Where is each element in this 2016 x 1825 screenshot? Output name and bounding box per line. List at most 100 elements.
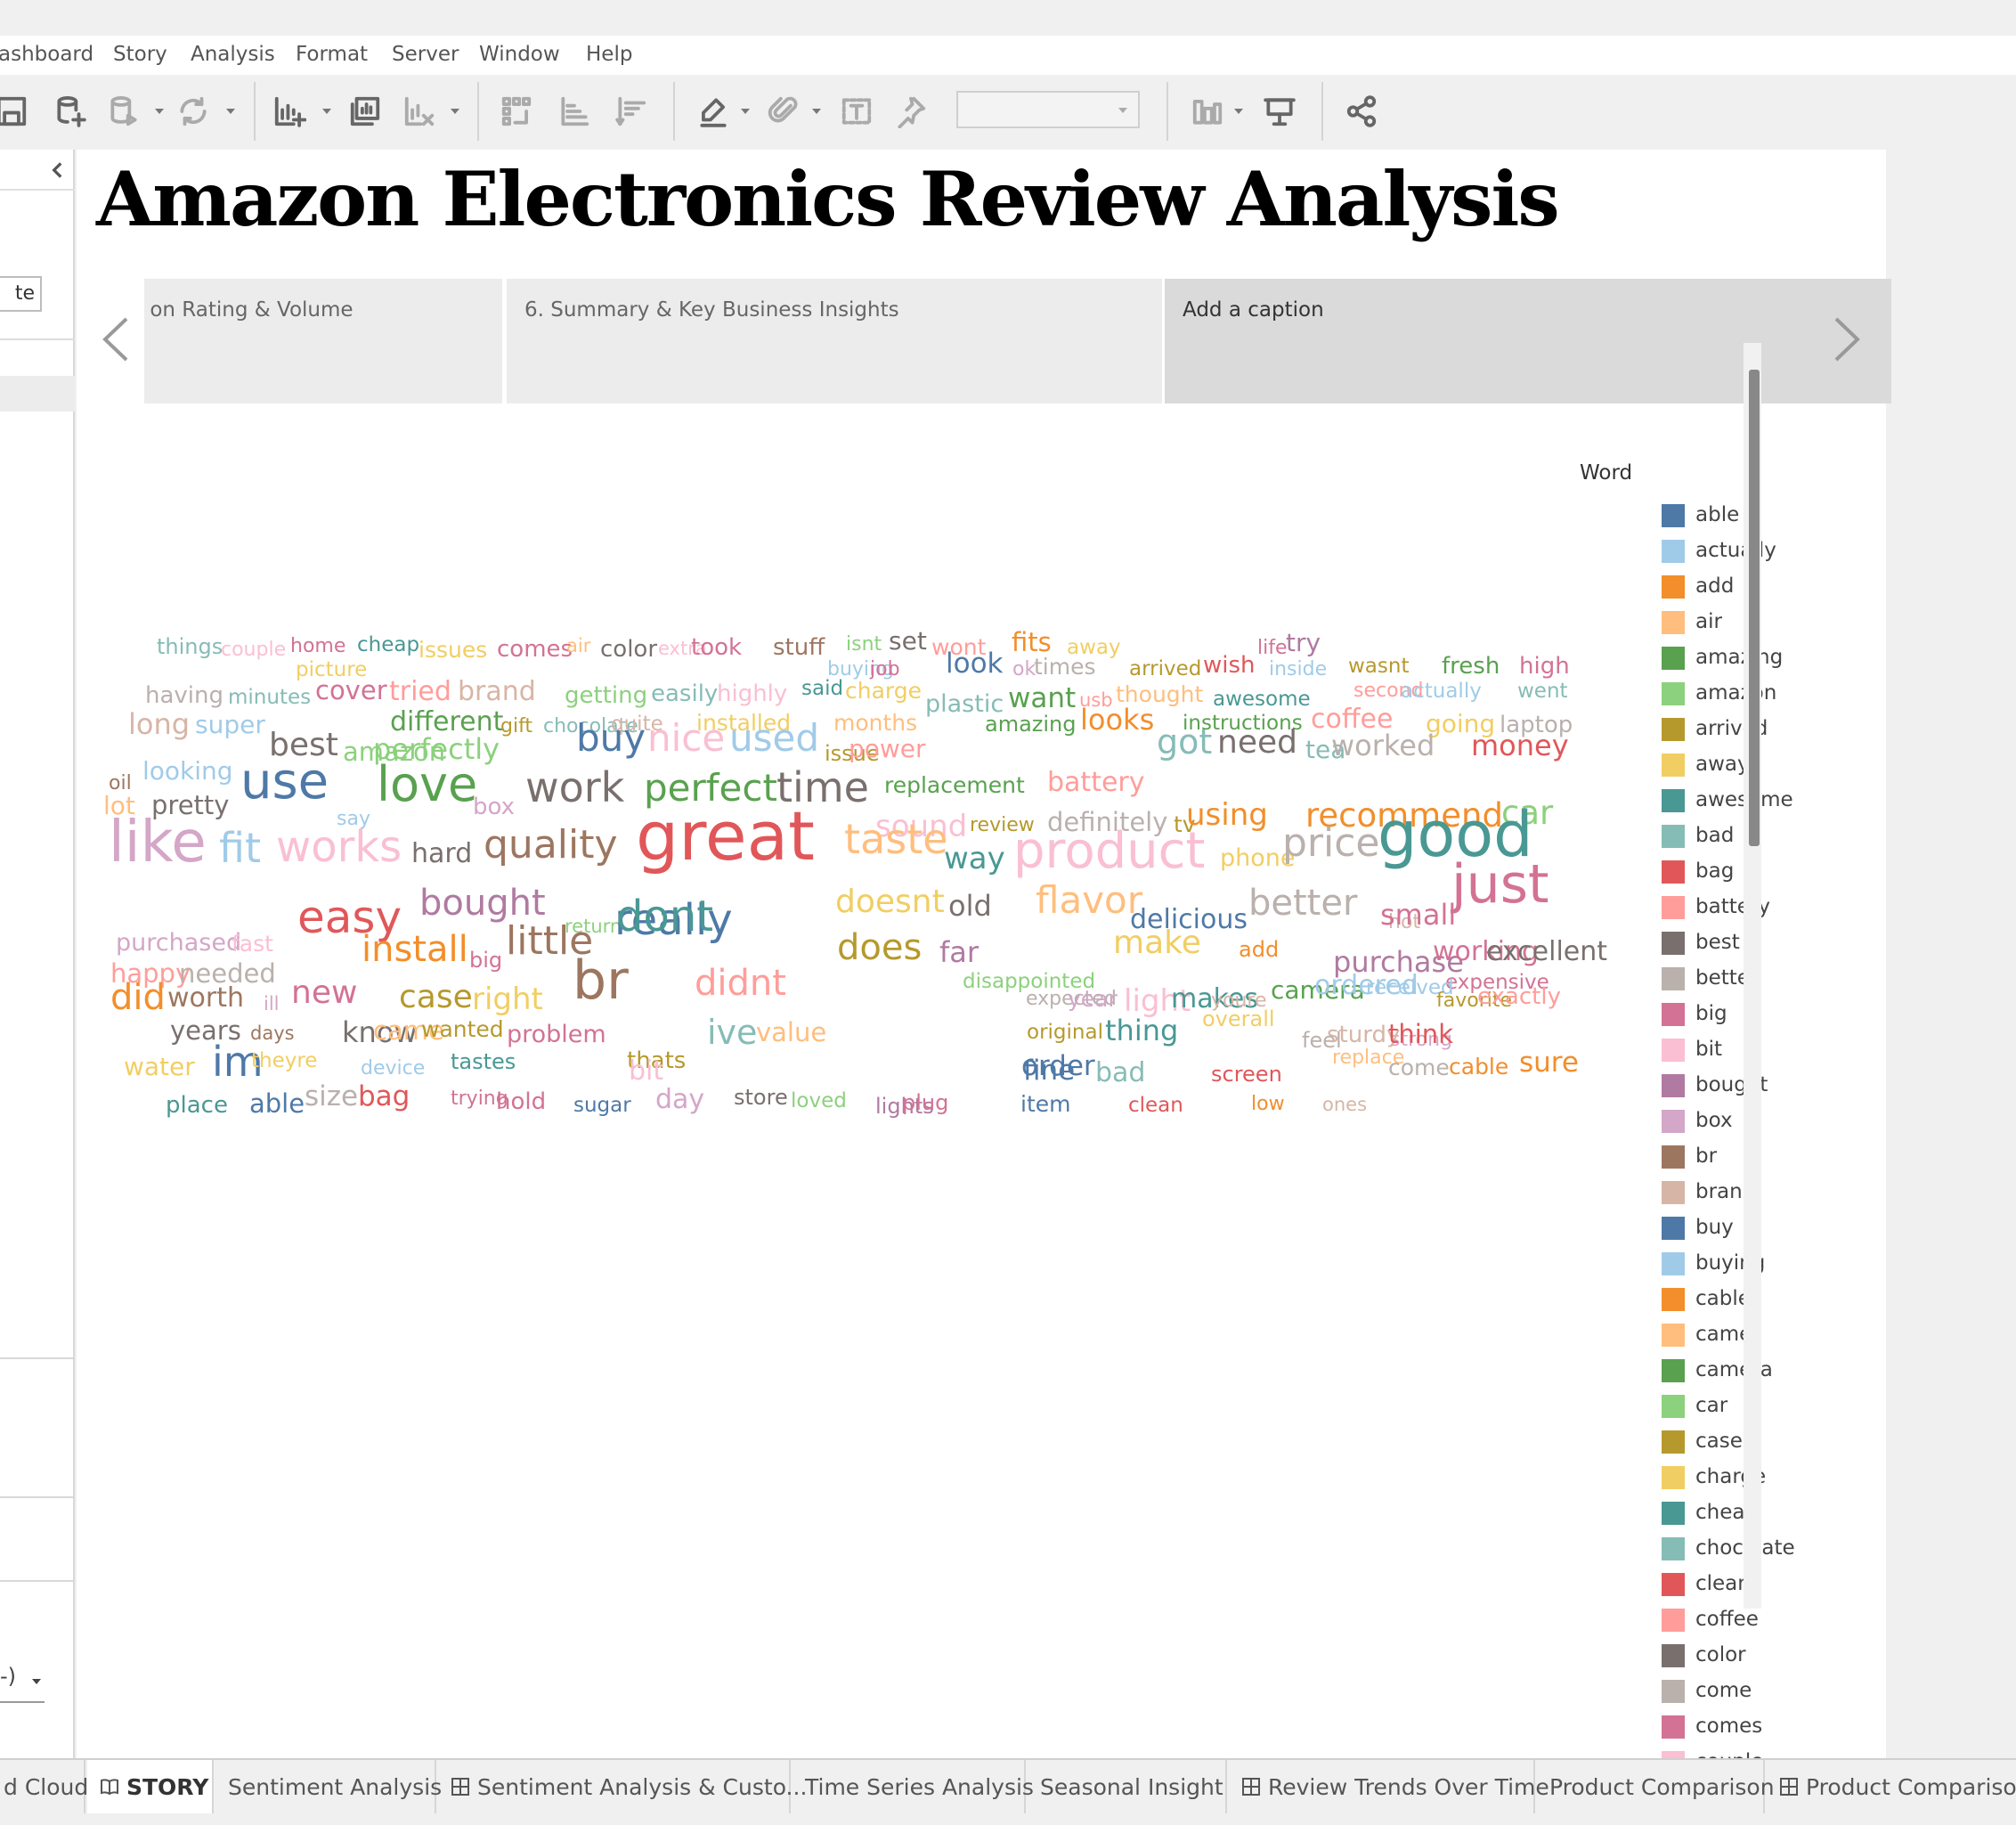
word-cloud-word[interactable]: recommend: [1305, 796, 1503, 835]
word-cloud-word[interactable]: day: [655, 1084, 705, 1115]
word-cloud-word[interactable]: know: [342, 1015, 418, 1049]
word-cloud-word[interactable]: usb: [1079, 689, 1113, 711]
word-cloud-word[interactable]: sugar: [573, 1094, 631, 1117]
highlight-dropdown-icon[interactable]: [739, 103, 752, 116]
word-cloud-word[interactable]: screen: [1211, 1062, 1282, 1087]
word-cloud-word[interactable]: love: [377, 756, 478, 812]
word-cloud-word[interactable]: issue: [825, 741, 880, 766]
word-cloud-word[interactable]: went: [1517, 680, 1568, 703]
previous-story-point-button[interactable]: [100, 315, 132, 363]
word-cloud-word[interactable]: phone: [1220, 844, 1296, 872]
word-cloud-word[interactable]: long: [128, 707, 191, 741]
word-cloud-word[interactable]: second: [1353, 680, 1424, 702]
refresh-dropdown-icon[interactable]: [224, 103, 237, 116]
word-cloud-word[interactable]: received: [1366, 976, 1454, 999]
word-cloud-word[interactable]: price: [1282, 820, 1380, 866]
word-cloud-word[interactable]: wont: [931, 634, 987, 660]
word-cloud-word[interactable]: expensive: [1445, 971, 1549, 994]
word-cloud-word[interactable]: come: [1388, 1055, 1450, 1080]
word-cloud-word[interactable]: store: [734, 1085, 788, 1110]
word-cloud-word[interactable]: big: [469, 948, 503, 973]
word-cloud-word[interactable]: extra: [658, 638, 707, 659]
word-cloud-word[interactable]: original: [1027, 1021, 1103, 1044]
word-cloud-word[interactable]: highly: [717, 680, 788, 707]
word-cloud-word[interactable]: want: [1008, 682, 1077, 714]
word-cloud-word[interactable]: home: [290, 635, 346, 657]
word-cloud-word[interactable]: didnt: [695, 963, 786, 1004]
sort-ascending-icon[interactable]: [554, 91, 595, 132]
word-cloud-word[interactable]: going: [1426, 709, 1496, 738]
word-cloud-word[interactable]: work: [525, 763, 625, 811]
word-cloud-word[interactable]: installed: [696, 710, 792, 736]
word-cloud-word[interactable]: definitely: [1047, 807, 1168, 837]
presentation-mode-icon[interactable]: [1259, 91, 1300, 132]
word-cloud-word[interactable]: took: [691, 634, 743, 661]
story-point-5[interactable]: t on Rating & Volume: [144, 279, 502, 403]
word-cloud-word[interactable]: easy: [297, 892, 402, 943]
word-cloud-word[interactable]: fresh: [1442, 653, 1500, 680]
next-story-point-button[interactable]: [1831, 315, 1863, 363]
word-cloud-word[interactable]: came: [373, 1015, 444, 1046]
collapse-sidebar-button[interactable]: [46, 159, 69, 182]
word-cloud-word[interactable]: super: [195, 710, 265, 739]
word-cloud-word[interactable]: happy: [110, 958, 191, 989]
word-cloud-word[interactable]: year: [1068, 986, 1118, 1012]
word-cloud-word[interactable]: works: [276, 822, 402, 872]
word-cloud-word[interactable]: quite: [611, 713, 663, 736]
word-cloud-word[interactable]: charge: [845, 678, 922, 704]
word-cloud-word[interactable]: really: [614, 895, 733, 945]
word-cloud-word[interactable]: replacement: [884, 772, 1025, 798]
word-cloud-word[interactable]: better: [1248, 883, 1358, 924]
word-cloud-word[interactable]: value: [756, 1017, 827, 1047]
word-cloud-word[interactable]: hard: [411, 838, 473, 869]
word-cloud-word[interactable]: thought: [1116, 681, 1204, 707]
sheet-tab[interactable]: Seasonal Insight: [1028, 1760, 1227, 1813]
story-point-caption[interactable]: Add a caption: [1165, 279, 1891, 403]
word-cloud-word[interactable]: exactly: [1477, 983, 1561, 1010]
word-cloud-word[interactable]: air: [566, 635, 591, 656]
word-cloud-word[interactable]: fast: [232, 931, 273, 957]
story-point-6[interactable]: 6. Summary & Key Business Insights: [507, 279, 1162, 403]
word-cloud-word[interactable]: far: [939, 935, 980, 969]
word-cloud-word[interactable]: pretty: [151, 790, 230, 820]
word-cloud-word[interactable]: laptop: [1500, 712, 1573, 738]
word-cloud-word[interactable]: like: [109, 810, 207, 876]
word-cloud-word[interactable]: makes: [1171, 983, 1258, 1014]
word-cloud-word[interactable]: does: [837, 927, 923, 968]
refresh-icon[interactable]: [173, 91, 214, 132]
word-cloud-word[interactable]: amazon: [343, 737, 446, 767]
word-cloud-word[interactable]: perfectly: [373, 732, 500, 766]
fit-dropdown[interactable]: [956, 91, 1140, 128]
word-cloud-word[interactable]: issues: [419, 637, 488, 663]
show-me-icon[interactable]: [1187, 91, 1228, 132]
word-cloud-word[interactable]: away: [1067, 636, 1121, 659]
show-me-dropdown-icon[interactable]: [1232, 103, 1245, 116]
word-cloud-word[interactable]: money: [1471, 729, 1569, 762]
word-cloud-word[interactable]: used: [729, 716, 820, 760]
word-cloud-word[interactable]: instructions: [1183, 712, 1303, 735]
word-cloud-word[interactable]: got: [1157, 722, 1213, 762]
word-cloud-word[interactable]: looking: [142, 756, 233, 786]
word-cloud-word[interactable]: hot: [1388, 911, 1421, 933]
word-cloud-word[interactable]: arrived: [1129, 657, 1202, 680]
word-cloud-word[interactable]: bit: [629, 1055, 664, 1087]
word-cloud-word[interactable]: product: [1013, 822, 1206, 880]
word-cloud-word[interactable]: tv: [1174, 811, 1196, 837]
sidebar-select[interactable]: -): [0, 1664, 45, 1703]
word-cloud-word[interactable]: plastic: [925, 690, 1004, 718]
word-cloud-word[interactable]: battery: [1047, 767, 1145, 798]
word-cloud-word[interactable]: getting: [565, 682, 648, 709]
word-cloud-word[interactable]: different: [390, 706, 504, 737]
word-cloud-word[interactable]: set: [889, 626, 927, 656]
word-cloud-word[interactable]: actually: [1401, 680, 1482, 703]
word-cloud-word[interactable]: sound: [875, 809, 968, 844]
group-members-icon[interactable]: [763, 91, 804, 132]
word-cloud-word[interactable]: did: [110, 977, 166, 1018]
word-cloud-word[interactable]: fine: [1023, 1055, 1076, 1087]
word-cloud-word[interactable]: light: [1124, 983, 1191, 1019]
word-cloud-word[interactable]: look: [946, 648, 1004, 680]
word-cloud-word[interactable]: chocolate: [543, 715, 638, 737]
word-cloud-word[interactable]: purchased: [116, 929, 242, 957]
save-icon[interactable]: [0, 91, 32, 132]
word-cloud-word[interactable]: gift: [500, 715, 533, 737]
